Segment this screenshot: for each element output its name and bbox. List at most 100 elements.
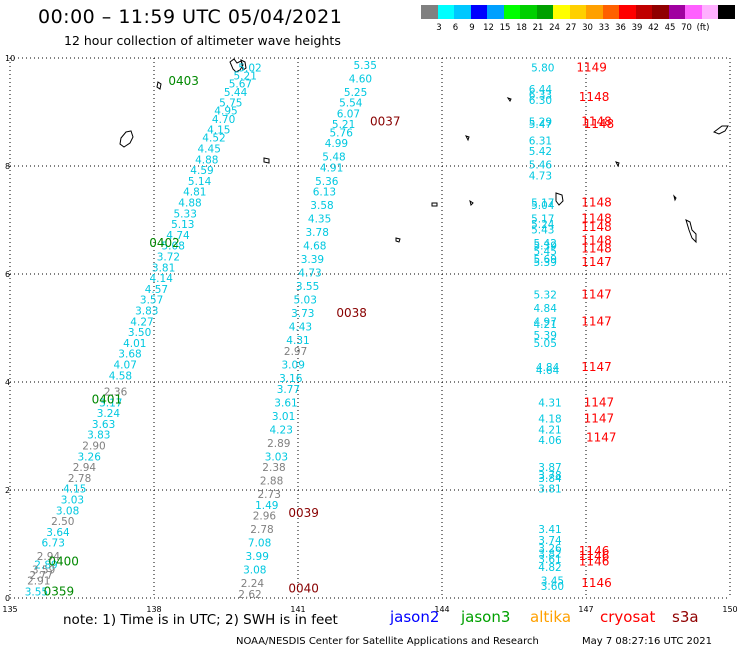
- track-cryosat: 5.806.446.336.305.295.476.315.425.464.73…: [529, 61, 617, 593]
- wave-height-value: 4.60: [349, 73, 372, 85]
- color-swatch: [520, 5, 537, 19]
- island-outline: [229, 58, 244, 73]
- wave-height-value: 5.39: [534, 257, 557, 269]
- wave-height-value: 5.67: [229, 79, 252, 91]
- wave-height-value: 5.39: [534, 241, 557, 253]
- island-outline: [465, 135, 470, 142]
- wave-height-value: 3.68: [118, 349, 141, 361]
- x-tick-label: 138: [146, 605, 161, 614]
- wave-height-value: 4.45: [198, 144, 221, 156]
- island-outline: [555, 192, 564, 206]
- wave-height-value: 4.35: [308, 214, 331, 226]
- page-title: 00:00 – 11:59 UTC 05/04/2021: [38, 6, 343, 28]
- x-tick-label: 147: [578, 605, 593, 614]
- island-outline: [685, 219, 697, 244]
- wave-height-value: 5.05: [534, 338, 557, 350]
- wave-height-value: 5.04: [531, 200, 555, 212]
- wave-height-value: 3.01: [272, 411, 295, 423]
- wave-height-value: 3.73: [291, 308, 314, 320]
- legend-jason2: jason2: [390, 608, 440, 626]
- wave-height-value: 3.61: [274, 397, 297, 409]
- wave-height-value: 3.24: [97, 408, 121, 420]
- island-outline: [263, 157, 270, 164]
- pass-time-label: 1147: [581, 255, 612, 269]
- pass-time-label: 1148: [581, 233, 612, 247]
- color-swatch: [668, 5, 686, 19]
- pass-time-label: 1147: [584, 412, 615, 426]
- wave-height-value: 3.55: [25, 586, 48, 598]
- x-tick-label: 150: [722, 605, 737, 614]
- y-tick-label: 8: [5, 162, 10, 171]
- wave-height-value: 3.16: [279, 373, 303, 385]
- wave-height-value: 2.94: [73, 462, 97, 474]
- pass-time-label: 0359: [44, 584, 75, 598]
- wave-height-value: 3.55: [296, 281, 319, 293]
- color-swatch: [718, 5, 735, 19]
- wave-height-value: 2.77: [30, 570, 53, 582]
- pass-time-label: 1148: [581, 212, 612, 226]
- color-swatch: [602, 5, 620, 19]
- island-outline: [240, 59, 247, 71]
- color-scale-label: 24: [549, 23, 560, 33]
- color-scale-label: 42: [648, 23, 659, 33]
- y-tick-label: 2: [5, 486, 10, 495]
- pass-time-label: 0040: [288, 582, 319, 596]
- wave-height-value: 2.96: [253, 511, 277, 523]
- wave-height-value: 6.73: [42, 538, 65, 550]
- color-swatch: [586, 5, 603, 19]
- wave-height-value: 5.35: [354, 60, 377, 72]
- wave-height-value: 2.89: [34, 559, 57, 571]
- wave-height-value: 4.88: [195, 154, 218, 166]
- wave-height-value: 3.26: [538, 543, 562, 555]
- island-outline: [156, 81, 162, 90]
- wave-height-value: 2.36: [104, 387, 128, 399]
- pass-time-label: 1149: [576, 61, 607, 75]
- color-swatch: [701, 5, 719, 19]
- wave-height-value: 4.70: [212, 114, 235, 126]
- color-swatch: [487, 5, 504, 19]
- wave-height-value: 5.02: [238, 63, 261, 75]
- color-scale-label: 18: [516, 23, 527, 33]
- wave-height-value: 6.33: [529, 90, 552, 102]
- color-scale-label: 30: [582, 23, 593, 33]
- wave-height-value: 4.07: [114, 360, 137, 372]
- wave-height-value: 3.08: [243, 565, 266, 577]
- wave-height-value: 5.25: [344, 87, 367, 99]
- wave-height-value: 4.81: [183, 187, 206, 199]
- island-outline: [615, 161, 620, 168]
- wave-height-value: 5.32: [534, 289, 557, 301]
- island-outline: [506, 97, 512, 102]
- wave-height-value: 5.39: [534, 330, 557, 342]
- pass-time-label: 1148: [581, 196, 612, 210]
- wave-height-value: 3.84: [538, 473, 562, 485]
- pass-time-label: 0037: [370, 115, 401, 129]
- color-swatch: [536, 5, 554, 19]
- wave-height-value: 3.99: [246, 551, 269, 563]
- wave-height-value: 3.50: [128, 327, 151, 339]
- wave-height-value: 5.43: [531, 225, 554, 237]
- color-swatch: [503, 5, 521, 19]
- wave-height-value: 5.24: [531, 219, 555, 231]
- map-grid: [9, 57, 731, 599]
- legend-altika: altika: [530, 608, 572, 626]
- color-swatch: [569, 5, 587, 19]
- color-swatch: [635, 5, 653, 19]
- island-outline: [469, 199, 474, 206]
- track-jason3: 5.025.215.675.445.754.954.704.154.524.45…: [25, 63, 262, 599]
- pass-time-label: 0039: [288, 506, 319, 520]
- wave-height-value: 3.72: [157, 252, 180, 264]
- wave-height-value: 5.36: [315, 176, 339, 188]
- color-scale-label: 39: [631, 23, 643, 33]
- wave-height-value: 2.78: [250, 524, 273, 536]
- wave-height-value: 4.21: [534, 319, 557, 331]
- color-swatch: [437, 5, 455, 19]
- wave-height-value: 3.81: [152, 262, 175, 274]
- color-swatch: [421, 5, 438, 19]
- pass-time-label: 0400: [48, 555, 79, 569]
- wave-height-value: 4.84: [534, 303, 558, 315]
- pass-time-label: 0038: [336, 306, 367, 320]
- color-swatch: [685, 5, 702, 19]
- pass-time-label: 1147: [581, 360, 612, 374]
- wave-height-value: 3.09: [282, 360, 305, 372]
- wave-height-value: 2.24: [241, 578, 265, 590]
